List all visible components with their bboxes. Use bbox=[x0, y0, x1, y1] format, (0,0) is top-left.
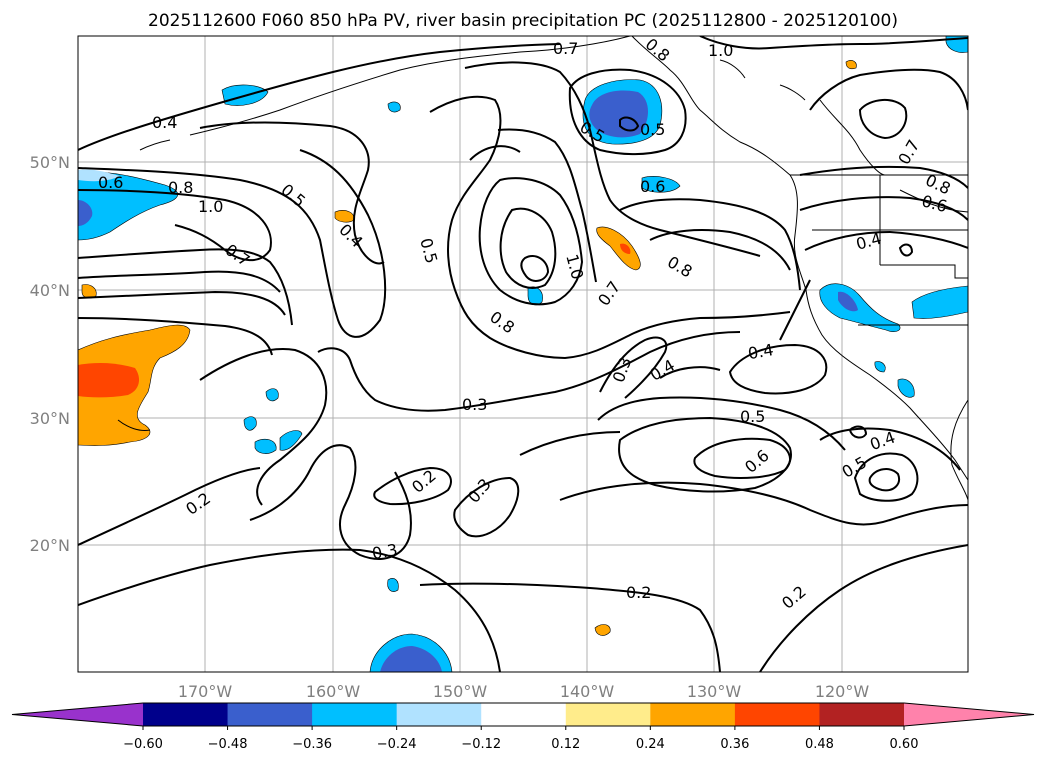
shade-west-red bbox=[78, 363, 140, 398]
longitude-ticks: 170°W 160°W 150°W 140°W 130°W 120°W bbox=[178, 682, 870, 701]
colorbar-segment bbox=[312, 703, 398, 726]
colorbar-segment bbox=[650, 703, 736, 726]
lon-tick-label: 140°W bbox=[560, 682, 615, 701]
shade-nevada bbox=[911, 285, 968, 319]
shade-blue-155w bbox=[387, 578, 399, 592]
contour-label: 0.7 bbox=[553, 39, 578, 58]
shade-gulf-alaska-dark bbox=[589, 90, 648, 138]
lat-tick-label: 40°N bbox=[30, 281, 70, 300]
shade-blue-165w-b bbox=[279, 430, 303, 451]
shade-socal bbox=[897, 378, 915, 398]
contour-label: 0.6 bbox=[98, 173, 123, 192]
shade-west-lightblue bbox=[78, 169, 120, 182]
contour-label: 0.3 bbox=[462, 395, 487, 414]
graticule bbox=[78, 36, 968, 672]
colorbar-segment bbox=[227, 703, 313, 726]
shade-orange-140w bbox=[596, 226, 641, 271]
shade-orange-116w bbox=[845, 60, 857, 70]
colorbar-extend-high bbox=[904, 703, 1034, 726]
shade-aleutian-blue2 bbox=[387, 101, 401, 113]
shaded-regions bbox=[78, 36, 968, 672]
shade-blue-163w bbox=[265, 388, 279, 402]
shade-red-140w bbox=[620, 243, 631, 254]
colorbar-segment bbox=[143, 703, 229, 726]
colorbar-extend-low bbox=[12, 703, 143, 726]
colorbar-tick-label: −0.48 bbox=[208, 737, 248, 752]
lon-tick-label: 130°W bbox=[687, 682, 742, 701]
contour-label: 1.0 bbox=[198, 197, 223, 216]
shade-california-dark bbox=[838, 291, 858, 312]
map-frame bbox=[77, 35, 969, 673]
colorbar-tick-label: 0.60 bbox=[890, 737, 919, 752]
colorbar-segment bbox=[565, 703, 651, 726]
map-title: 2025112600 F060 850 hPa PV, river basin … bbox=[148, 11, 898, 31]
lat-tick-label: 50°N bbox=[30, 153, 70, 172]
shade-blue-165w-a bbox=[254, 438, 277, 454]
contour-label: 1.0 bbox=[708, 41, 733, 60]
contour-label: 0.5 bbox=[740, 407, 765, 426]
shade-bottom-darkblue bbox=[380, 646, 442, 672]
shade-baja bbox=[874, 361, 886, 373]
map-area: 0.4 0.6 0.8 1.0 0.5 0.4 0.7 0.5 0.5 0.8 … bbox=[78, 36, 968, 672]
colorbar-tick-label: 0.12 bbox=[551, 737, 580, 752]
shade-blue-168w bbox=[243, 416, 257, 431]
coastlines bbox=[117, 36, 968, 501]
colorbar-tick-label: 0.48 bbox=[805, 737, 834, 752]
contour-label: 0.2 bbox=[626, 583, 651, 602]
shade-blue-136w bbox=[641, 176, 681, 193]
colorbar-tick-label: −0.24 bbox=[377, 737, 417, 752]
colorbar-segment bbox=[734, 703, 820, 726]
latitude-ticks: 50°N 40°N 30°N 20°N bbox=[30, 153, 70, 555]
pv-contours bbox=[78, 36, 968, 672]
lon-tick-label: 170°W bbox=[178, 682, 233, 701]
shade-west-darkblue bbox=[78, 200, 93, 226]
contour-label: 0.5 bbox=[640, 120, 665, 139]
colorbar: −0.60 −0.48 −0.36 −0.24 −0.12 0.12 0.24 0.36 0.4… bbox=[11, 702, 1035, 752]
contour-label: 0.4 bbox=[747, 340, 775, 363]
lon-tick-label: 150°W bbox=[433, 682, 488, 701]
colorbar-tick-label: −0.36 bbox=[292, 737, 332, 752]
lat-tick-label: 30°N bbox=[30, 409, 70, 428]
colorbar-segment bbox=[396, 703, 482, 726]
lon-tick-label: 120°W bbox=[815, 682, 870, 701]
colorbar-segment bbox=[819, 703, 905, 726]
contour-label: 0.4 bbox=[152, 113, 177, 132]
contour-label: 0.8 bbox=[168, 178, 193, 197]
shade-orange-139w bbox=[594, 624, 611, 636]
colorbar-tick-label: 0.36 bbox=[720, 737, 749, 752]
colorbar-tick-label: 0.24 bbox=[636, 737, 665, 752]
shade-orange-175w bbox=[81, 284, 97, 299]
colorbar-segment bbox=[481, 703, 567, 726]
colorbar-tick-label: −0.12 bbox=[461, 737, 501, 752]
colorbar-tick-label: −0.60 bbox=[123, 737, 163, 752]
contour-label: 0.3 bbox=[371, 540, 399, 563]
lon-tick-label: 160°W bbox=[306, 682, 361, 701]
contour-label: 0.6 bbox=[640, 177, 665, 196]
shade-west-blue bbox=[78, 171, 178, 241]
lat-tick-label: 20°N bbox=[30, 536, 70, 555]
